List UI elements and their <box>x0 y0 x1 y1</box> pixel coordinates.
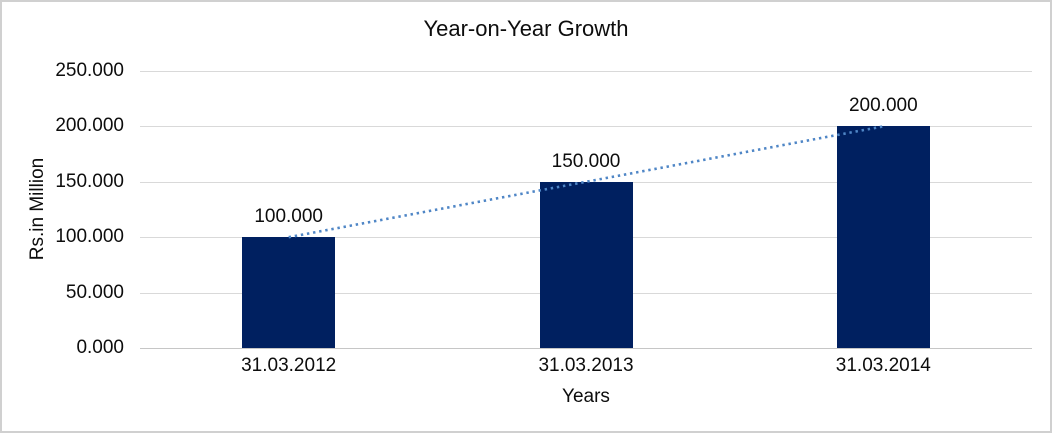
bar-value-label: 100.000 <box>254 206 323 228</box>
x-axis-line <box>140 348 1032 349</box>
y-tick-label: 150.000 <box>55 170 124 192</box>
chart-title: Year-on-Year Growth <box>423 16 629 41</box>
x-tick-label: 31.03.2012 <box>241 355 337 376</box>
x-tick-label: 31.03.2014 <box>835 355 931 376</box>
y-tick-label: 50.000 <box>65 281 124 303</box>
bar[interactable] <box>539 181 633 348</box>
x-axis-title: Years <box>562 386 610 407</box>
bar-value-label: 150.000 <box>551 150 621 172</box>
gridline <box>140 126 1032 128</box>
bar[interactable] <box>242 237 336 348</box>
gridline <box>140 71 1032 72</box>
bar[interactable] <box>836 126 930 348</box>
y-tick-label: 250.000 <box>55 60 124 81</box>
y-tick-label: 0.000 <box>76 337 124 358</box>
bar-value-label: 200.000 <box>848 95 918 117</box>
trendline[interactable] <box>288 125 884 239</box>
y-tick-label: 100.000 <box>55 226 124 248</box>
x-tick-label: 31.03.2013 <box>538 355 634 376</box>
y-tick-label: 200.000 <box>55 115 124 137</box>
plot-area <box>140 71 1032 349</box>
trendline-layer <box>288 125 884 239</box>
